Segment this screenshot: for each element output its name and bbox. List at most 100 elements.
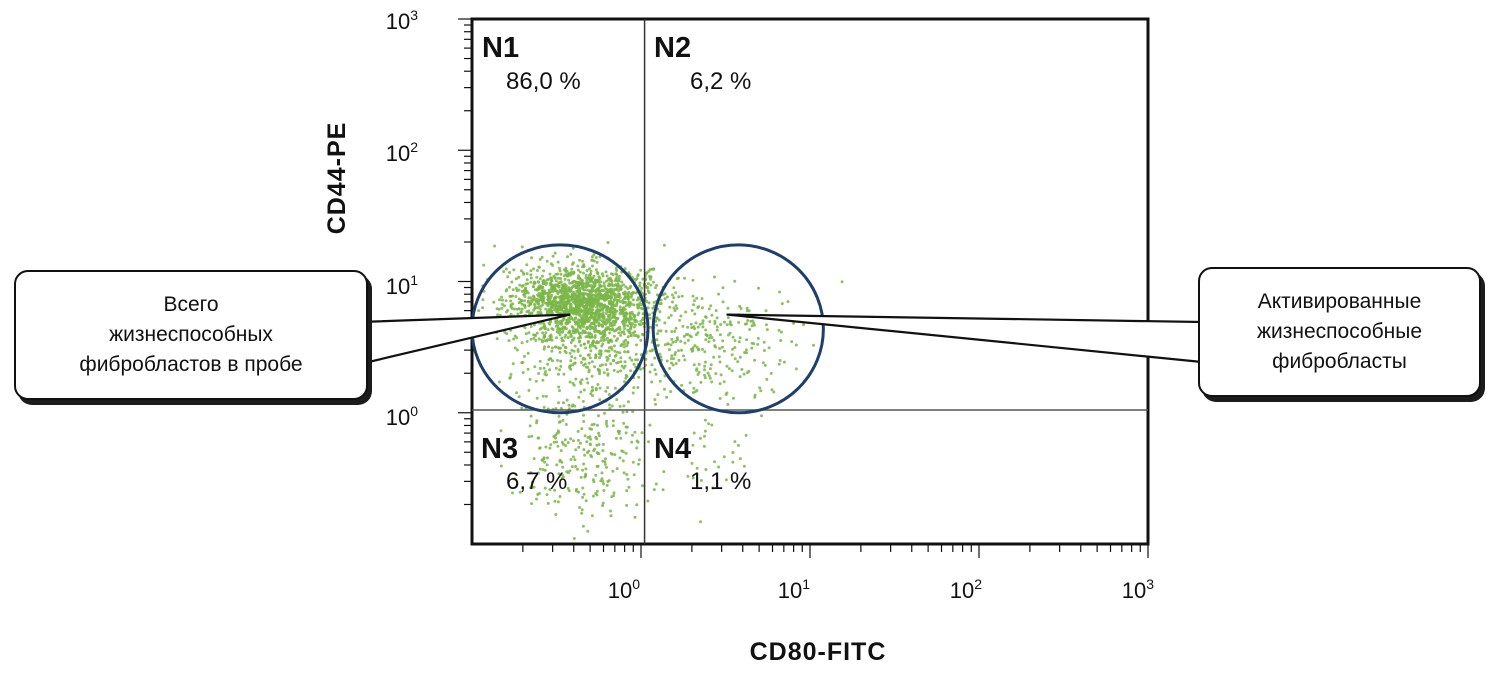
data-point <box>520 299 524 303</box>
data-point <box>561 339 565 343</box>
data-point <box>572 270 576 274</box>
data-point <box>574 489 578 493</box>
data-point <box>588 267 591 271</box>
data-point <box>713 322 717 325</box>
data-point <box>699 479 703 482</box>
data-point <box>573 283 577 287</box>
quadrant-n4-name: N4 <box>654 433 691 465</box>
data-point <box>623 360 627 364</box>
data-point <box>547 321 551 325</box>
data-point <box>728 331 732 335</box>
data-point <box>538 366 542 370</box>
data-point <box>592 298 596 302</box>
data-point <box>578 354 582 358</box>
data-point <box>578 325 582 329</box>
data-point <box>612 298 616 302</box>
data-point <box>637 297 641 301</box>
data-point <box>615 467 619 471</box>
data-point <box>635 446 639 450</box>
data-point <box>621 410 625 414</box>
data-point <box>742 464 746 468</box>
data-point <box>717 292 720 296</box>
data-point <box>646 282 650 286</box>
data-point <box>674 340 678 343</box>
data-point <box>673 353 677 357</box>
data-point <box>589 284 593 287</box>
data-point <box>541 378 545 382</box>
data-point <box>591 293 595 297</box>
y-tick-label-1: 101 <box>386 272 418 299</box>
data-point <box>594 293 598 297</box>
data-point <box>770 388 774 392</box>
data-point <box>609 321 613 325</box>
data-point <box>522 272 526 276</box>
data-point <box>738 457 742 461</box>
data-point <box>539 310 543 314</box>
data-point <box>708 376 712 380</box>
data-point <box>524 332 528 336</box>
data-point <box>587 361 591 365</box>
data-point <box>597 443 601 446</box>
data-point <box>585 327 589 331</box>
data-point <box>605 368 609 372</box>
data-point <box>581 486 585 490</box>
data-point <box>713 460 716 464</box>
data-point <box>583 342 586 346</box>
data-point <box>563 288 567 292</box>
data-point <box>560 440 564 444</box>
data-point <box>686 325 690 329</box>
data-point <box>547 296 551 300</box>
data-point <box>655 316 659 320</box>
x-axis-title: CD80-FITC <box>750 638 887 666</box>
data-point <box>609 362 613 366</box>
data-point <box>543 460 547 464</box>
data-point <box>555 463 559 467</box>
data-point <box>596 271 600 275</box>
data-point <box>519 269 523 273</box>
callout-left-line-2: жизнеспособных <box>109 323 273 346</box>
data-point <box>651 306 655 310</box>
data-point <box>518 283 522 287</box>
data-point <box>557 305 561 309</box>
data-point <box>590 258 594 262</box>
data-point <box>556 276 560 280</box>
data-point <box>581 259 584 263</box>
data-point <box>529 471 533 475</box>
data-point <box>504 267 508 271</box>
data-point <box>550 349 554 353</box>
data-point <box>617 277 621 281</box>
data-point <box>530 502 534 506</box>
data-point <box>606 336 609 340</box>
data-point <box>527 435 531 439</box>
data-point <box>576 429 580 433</box>
data-point <box>594 320 598 324</box>
data-point <box>598 349 602 353</box>
data-point <box>564 295 568 299</box>
data-point <box>671 363 675 367</box>
data-point <box>596 383 600 386</box>
data-point <box>653 286 657 290</box>
data-point <box>590 360 594 364</box>
data-point <box>627 400 630 404</box>
data-point <box>648 277 652 281</box>
data-point <box>626 324 630 328</box>
data-point <box>538 258 542 261</box>
data-point <box>619 360 623 364</box>
data-point <box>618 351 622 355</box>
data-point <box>538 307 542 311</box>
data-point <box>509 312 513 316</box>
data-point <box>690 326 694 330</box>
data-point <box>554 433 558 437</box>
data-point <box>637 375 641 379</box>
data-point <box>529 486 533 490</box>
data-point <box>608 509 612 513</box>
data-point <box>625 473 629 476</box>
data-point <box>646 499 650 503</box>
data-point <box>601 459 605 463</box>
data-point <box>699 380 703 384</box>
data-point <box>765 377 769 381</box>
data-point <box>571 292 575 296</box>
data-point <box>594 346 598 350</box>
data-point <box>728 320 732 324</box>
data-point <box>577 312 581 316</box>
